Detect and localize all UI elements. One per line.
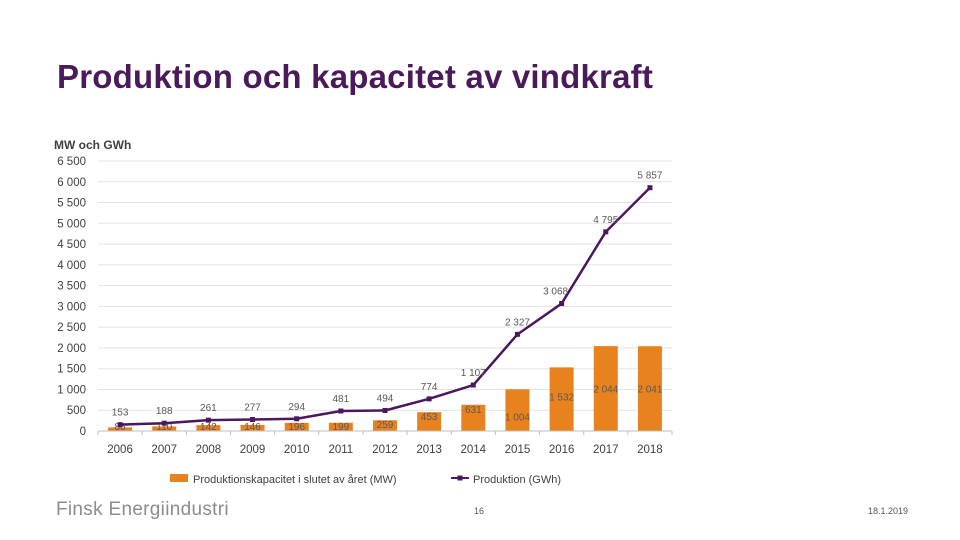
line-point bbox=[514, 331, 520, 337]
bar-value-label: 1 004 bbox=[505, 412, 530, 423]
y-tick-label: 1 500 bbox=[57, 364, 86, 376]
legend: Produktionskapacitet i slutet av året (M… bbox=[170, 474, 561, 486]
line-point bbox=[647, 185, 653, 191]
y-tick-label: 3 000 bbox=[57, 301, 86, 313]
bar-value-label: 196 bbox=[288, 422, 305, 433]
x-tick-label: 2006 bbox=[107, 444, 133, 456]
x-tick-label: 2017 bbox=[593, 444, 619, 456]
legend-label-production: Produktion (GWh) bbox=[473, 474, 561, 486]
legend-label-capacity: Produktionskapacitet i slutet av året (M… bbox=[193, 474, 397, 486]
y-tick-label: 500 bbox=[67, 405, 86, 417]
footer-date: 18.1.2019 bbox=[868, 506, 909, 516]
line-point bbox=[205, 417, 211, 423]
y-tick-labels: 0 500 1 000 1 500 2 000 2 500 3 000 3 500 4 000 4… bbox=[57, 156, 86, 438]
line-value-label: 481 bbox=[333, 394, 350, 405]
y-tick-label: 4 500 bbox=[57, 239, 86, 251]
bar-value-label: 259 bbox=[377, 420, 394, 431]
y-tick-label: 4 000 bbox=[57, 260, 86, 272]
bar bbox=[461, 404, 486, 431]
x-tick-label: 2018 bbox=[637, 444, 663, 456]
x-tick-label: 2011 bbox=[328, 444, 353, 456]
y-tick-label: 6 000 bbox=[57, 177, 86, 189]
x-tick-label: 2014 bbox=[461, 444, 487, 456]
bar-value-label: 199 bbox=[333, 422, 350, 433]
line-value-label: 2 327 bbox=[505, 317, 530, 328]
line-point bbox=[426, 396, 432, 402]
x-tick-label: 2009 bbox=[240, 444, 266, 456]
line-point bbox=[338, 408, 344, 414]
bar-value-label: 1 532 bbox=[549, 392, 574, 403]
bar bbox=[505, 389, 530, 431]
line-point bbox=[117, 422, 123, 428]
x-tick-label: 2016 bbox=[549, 444, 575, 456]
line-value-label: 261 bbox=[200, 403, 217, 414]
line-point bbox=[250, 416, 256, 422]
line-point bbox=[294, 416, 300, 422]
y-tick-label: 2 000 bbox=[57, 343, 86, 355]
y-tick-label: 5 500 bbox=[57, 198, 86, 210]
line-point bbox=[161, 420, 167, 426]
bar bbox=[240, 424, 265, 431]
line-point bbox=[603, 229, 609, 235]
line-value-label: 774 bbox=[421, 382, 438, 393]
bar-value-label: 146 bbox=[244, 422, 261, 433]
bar-value-label: 86 bbox=[115, 422, 127, 433]
legend-marker-production bbox=[457, 475, 463, 481]
x-tick-label: 2010 bbox=[284, 444, 310, 456]
legend-swatch-capacity bbox=[170, 474, 188, 482]
y-tick-label: 5 000 bbox=[57, 218, 86, 230]
footer-logo: Finsk Energiindustri bbox=[56, 499, 229, 520]
bar-value-label: 2 044 bbox=[593, 385, 618, 396]
y-tick-label: 1 000 bbox=[57, 384, 86, 396]
line-value-label: 4 795 bbox=[593, 215, 618, 226]
line-point bbox=[470, 382, 476, 388]
x-tick-label: 2008 bbox=[196, 444, 222, 456]
page-number: 16 bbox=[474, 506, 485, 516]
line-value-label: 277 bbox=[244, 402, 261, 413]
bar bbox=[373, 420, 397, 431]
bar bbox=[593, 346, 618, 431]
bar bbox=[108, 427, 133, 431]
y-tick-label: 6 500 bbox=[57, 156, 86, 168]
x-tick-label: 2013 bbox=[416, 444, 442, 456]
line-value-label: 294 bbox=[288, 402, 305, 413]
y-axis-title: MW och GWh bbox=[54, 138, 131, 152]
line-value-label: 494 bbox=[377, 393, 394, 404]
bar bbox=[637, 346, 662, 431]
bar-series bbox=[108, 346, 662, 431]
line-value-labels: 153 188 261 277 294 481 494 774 1 107 2 327 3 068 4… bbox=[112, 171, 663, 419]
y-tick-label: 2 500 bbox=[57, 322, 86, 334]
line-series bbox=[117, 185, 653, 428]
x-tick-label: 2007 bbox=[151, 444, 177, 456]
bar-value-label: 2 041 bbox=[637, 385, 662, 396]
line-value-label: 3 068 bbox=[543, 287, 568, 298]
line-value-label: 188 bbox=[156, 406, 173, 417]
bar bbox=[417, 412, 442, 431]
y-tick-label: 0 bbox=[80, 426, 86, 438]
bar-value-labels: 86 110 142 146 196 199 259 453 631 1 004 1 532 2 04… bbox=[115, 385, 663, 433]
bar-value-label: 142 bbox=[200, 422, 217, 433]
line-value-label: 153 bbox=[112, 408, 129, 419]
bar-value-label: 110 bbox=[156, 422, 172, 433]
bar bbox=[549, 367, 574, 431]
bar-value-label: 453 bbox=[421, 412, 438, 423]
slide-title: Produktion och kapacitet av vindkraft bbox=[57, 58, 654, 95]
line-point bbox=[382, 407, 388, 413]
y-tick-label: 3 500 bbox=[57, 281, 86, 293]
gridlines bbox=[98, 160, 672, 411]
line-point bbox=[559, 301, 565, 307]
x-axis: 2006 2007 2008 2009 2010 2011 2012 2013 2014 2015… bbox=[97, 430, 673, 456]
bar bbox=[328, 422, 353, 431]
bar-value-label: 631 bbox=[465, 405, 482, 416]
line-value-label: 1 107 bbox=[461, 368, 486, 379]
x-tick-label: 2015 bbox=[505, 444, 531, 456]
bar bbox=[196, 425, 221, 431]
bar bbox=[152, 426, 177, 431]
line-value-label: 5 857 bbox=[637, 171, 662, 182]
x-tick-label: 2012 bbox=[372, 444, 398, 456]
bar bbox=[284, 422, 309, 431]
